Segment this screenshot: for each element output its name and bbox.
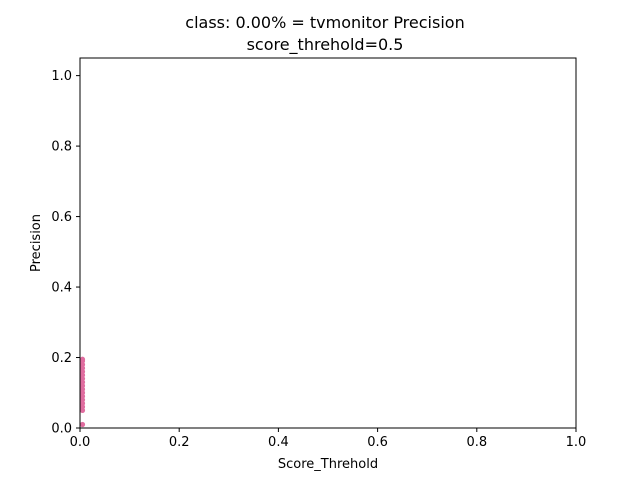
y-tick-label: 0.0 [51,422,72,437]
data-point [79,421,86,428]
y-tick-label: 0.4 [51,281,72,296]
x-tick-label: 0.2 [169,435,190,450]
data-points [79,356,86,428]
y-tick-label: 0.2 [51,351,72,366]
y-tick-label: 0.6 [51,210,72,225]
x-axis: 0.0 0.2 0.4 0.6 0.8 1.0 [70,428,587,450]
chart-subtitle: score_threhold=0.5 [247,35,404,55]
y-tick-label: 0.8 [51,140,72,155]
chart-title: class: 0.00% = tvmonitor Precision [185,13,464,32]
y-axis: 0.0 0.2 0.4 0.6 0.8 1.0 [51,69,80,437]
y-axis-label: Precision [29,214,44,272]
x-tick-label: 0.6 [367,435,388,450]
x-tick-label: 0.4 [268,435,289,450]
x-tick-label: 0.8 [466,435,487,450]
x-tick-label: 0.0 [70,435,91,450]
x-tick-label: 1.0 [566,435,587,450]
plot-frame [79,57,577,429]
data-point [79,356,86,362]
x-axis-label: Score_Threhold [278,457,378,472]
y-tick-label: 1.0 [51,69,72,84]
